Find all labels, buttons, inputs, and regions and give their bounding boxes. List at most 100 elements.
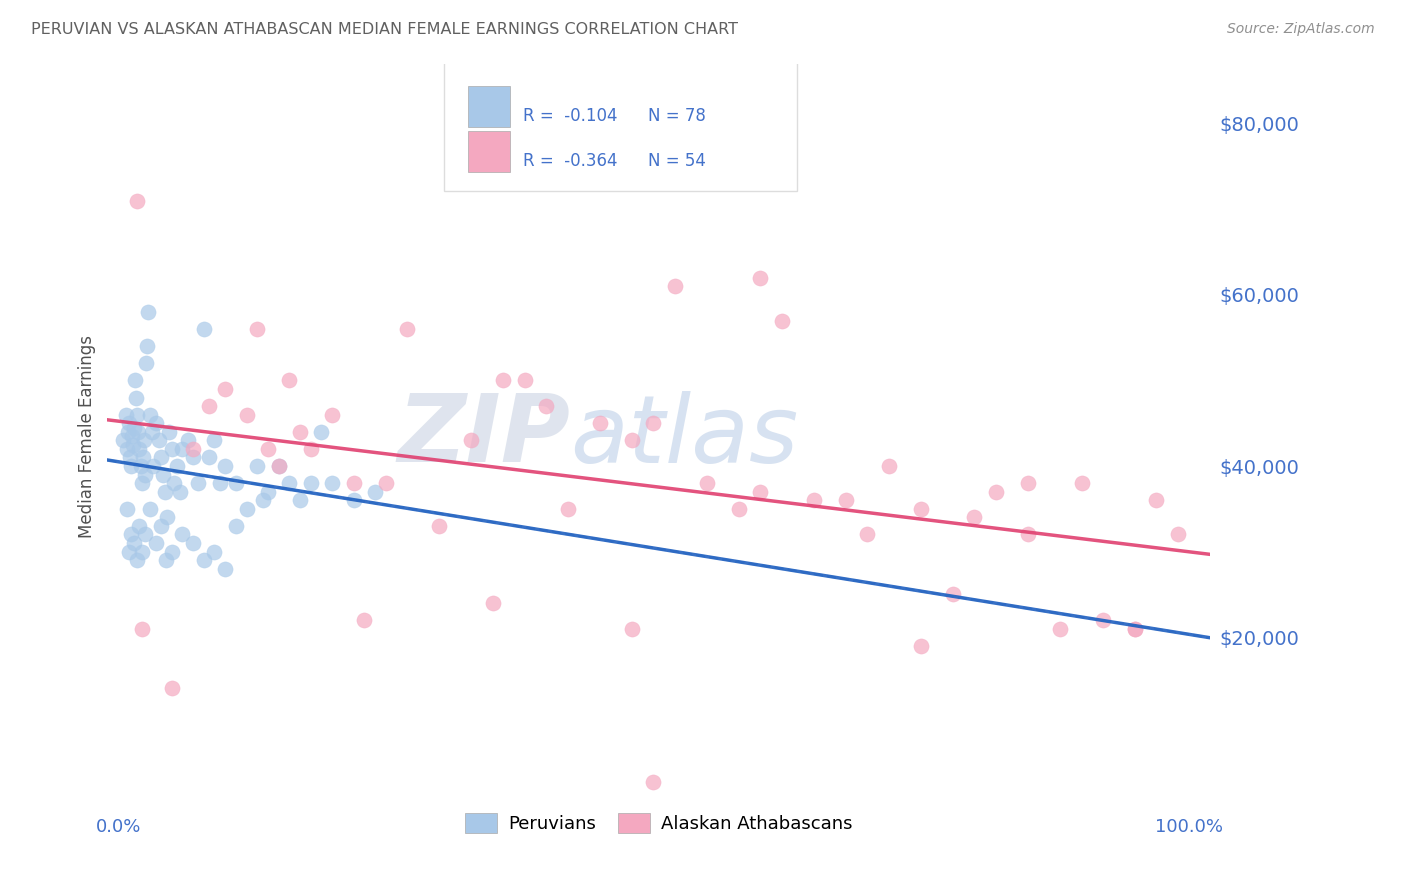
Point bbox=[803, 493, 825, 508]
Point bbox=[342, 493, 364, 508]
Point bbox=[121, 429, 143, 443]
Point bbox=[963, 510, 986, 524]
Point bbox=[342, 476, 364, 491]
Point bbox=[145, 417, 167, 431]
Point bbox=[117, 425, 139, 439]
Point bbox=[288, 425, 311, 439]
Text: R =  -0.364: R = -0.364 bbox=[523, 152, 617, 169]
Point bbox=[128, 519, 150, 533]
Text: N = 78: N = 78 bbox=[648, 107, 706, 125]
Point bbox=[120, 458, 142, 473]
Point bbox=[142, 458, 165, 473]
Point bbox=[153, 484, 176, 499]
Point bbox=[1167, 527, 1189, 541]
Point bbox=[728, 501, 751, 516]
Point bbox=[136, 339, 159, 353]
Point bbox=[252, 493, 274, 508]
Point bbox=[643, 417, 665, 431]
Point bbox=[193, 322, 215, 336]
Point bbox=[246, 322, 269, 336]
Point bbox=[127, 194, 149, 208]
Point bbox=[118, 544, 141, 558]
Point bbox=[208, 476, 231, 491]
Point bbox=[193, 553, 215, 567]
Point bbox=[145, 536, 167, 550]
Point bbox=[127, 408, 149, 422]
Point bbox=[460, 434, 482, 448]
Point bbox=[364, 484, 387, 499]
Point bbox=[427, 519, 450, 533]
Point bbox=[835, 493, 858, 508]
Point bbox=[129, 458, 152, 473]
Point bbox=[942, 587, 965, 601]
Text: Source: ZipAtlas.com: Source: ZipAtlas.com bbox=[1227, 22, 1375, 37]
Point bbox=[166, 458, 188, 473]
Point bbox=[131, 476, 153, 491]
Point bbox=[127, 553, 149, 567]
Text: ZIP: ZIP bbox=[398, 390, 571, 482]
Point bbox=[1091, 613, 1114, 627]
Point bbox=[267, 458, 290, 473]
Point bbox=[1017, 527, 1039, 541]
Point bbox=[214, 561, 236, 575]
Point bbox=[225, 476, 247, 491]
Point bbox=[877, 458, 900, 473]
Point bbox=[214, 382, 236, 396]
Point bbox=[620, 622, 643, 636]
Point bbox=[311, 425, 333, 439]
Point bbox=[910, 639, 932, 653]
Point bbox=[984, 484, 1007, 499]
Point bbox=[160, 681, 183, 696]
Point bbox=[149, 450, 172, 465]
Point bbox=[513, 374, 536, 388]
Text: PERUVIAN VS ALASKAN ATHABASCAN MEDIAN FEMALE EARNINGS CORRELATION CHART: PERUVIAN VS ALASKAN ATHABASCAN MEDIAN FE… bbox=[31, 22, 738, 37]
Point bbox=[172, 442, 194, 456]
Text: atlas: atlas bbox=[571, 391, 799, 482]
Point bbox=[131, 544, 153, 558]
Point bbox=[396, 322, 419, 336]
Point bbox=[118, 450, 141, 465]
FancyBboxPatch shape bbox=[468, 131, 510, 172]
Point bbox=[257, 442, 280, 456]
Point bbox=[267, 458, 290, 473]
Y-axis label: Median Female Earnings: Median Female Earnings bbox=[79, 334, 96, 538]
Point bbox=[696, 476, 718, 491]
Point bbox=[204, 434, 226, 448]
Point bbox=[115, 442, 138, 456]
Point bbox=[492, 374, 515, 388]
Point bbox=[1146, 493, 1168, 508]
Point bbox=[664, 279, 686, 293]
Text: R =  -0.104: R = -0.104 bbox=[523, 107, 617, 125]
Point bbox=[149, 519, 172, 533]
Point bbox=[122, 536, 145, 550]
Point bbox=[856, 527, 879, 541]
FancyBboxPatch shape bbox=[444, 61, 797, 191]
Point bbox=[536, 399, 558, 413]
Point bbox=[122, 420, 145, 434]
Point bbox=[115, 501, 138, 516]
Point bbox=[910, 501, 932, 516]
Point bbox=[156, 510, 179, 524]
Point bbox=[139, 501, 162, 516]
Point bbox=[118, 417, 141, 431]
Point bbox=[128, 442, 150, 456]
Point bbox=[278, 476, 301, 491]
Point bbox=[132, 434, 155, 448]
Legend: Peruvians, Alaskan Athabascans: Peruvians, Alaskan Athabascans bbox=[457, 805, 860, 840]
Point bbox=[1049, 622, 1071, 636]
Point bbox=[139, 408, 162, 422]
FancyBboxPatch shape bbox=[468, 87, 510, 128]
Point bbox=[159, 425, 181, 439]
Point bbox=[749, 271, 772, 285]
Point bbox=[155, 553, 177, 567]
Point bbox=[181, 536, 204, 550]
Point bbox=[257, 484, 280, 499]
Point bbox=[1070, 476, 1092, 491]
Point bbox=[1017, 476, 1039, 491]
Point bbox=[120, 527, 142, 541]
Point bbox=[1123, 622, 1146, 636]
Point bbox=[374, 476, 396, 491]
Point bbox=[235, 501, 257, 516]
Point bbox=[321, 476, 343, 491]
Point bbox=[125, 391, 148, 405]
